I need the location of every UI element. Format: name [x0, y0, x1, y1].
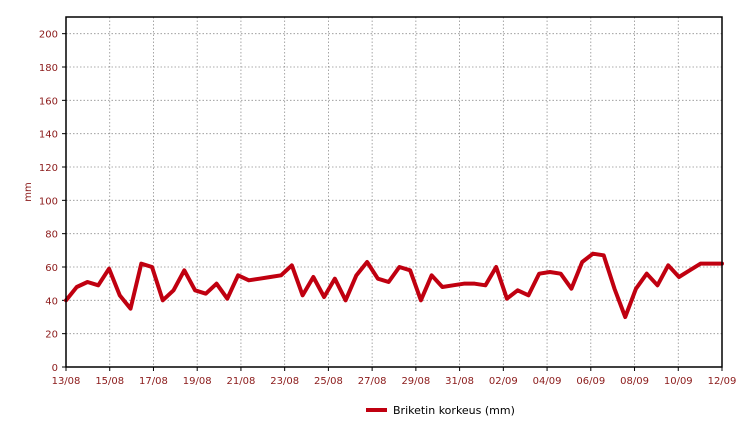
x-tick-label: 27/08 — [358, 376, 387, 387]
y-tick-label: 100 — [39, 196, 58, 207]
x-tick-label: 12/09 — [708, 376, 737, 387]
x-tick-label: 23/08 — [270, 376, 299, 387]
x-tick-label: 21/08 — [227, 376, 256, 387]
x-tick-label: 15/08 — [95, 376, 124, 387]
x-tick-label: 29/08 — [401, 376, 430, 387]
y-tick-label: 80 — [45, 230, 58, 241]
y-tick-label: 20 — [45, 330, 58, 341]
y-tick-label: 160 — [39, 96, 58, 107]
x-tick-label: 10/09 — [664, 376, 693, 387]
x-tick-label: 08/09 — [620, 376, 649, 387]
x-tick-label: 04/09 — [533, 376, 562, 387]
x-tick-label: 02/09 — [489, 376, 518, 387]
y-tick-label: 120 — [39, 163, 58, 174]
x-tick-label: 06/09 — [576, 376, 605, 387]
y-tick-label: 200 — [39, 30, 58, 41]
x-tick-label: 19/08 — [183, 376, 212, 387]
y-axis-label: mm — [23, 182, 34, 201]
y-tick-label: 0 — [52, 363, 58, 374]
y-tick-label: 40 — [45, 296, 58, 307]
x-tick-label: 25/08 — [314, 376, 343, 387]
x-tick-label: 31/08 — [445, 376, 474, 387]
legend-label: Briketin korkeus (mm) — [393, 404, 515, 417]
y-tick-label: 180 — [39, 63, 58, 74]
y-tick-label: 60 — [45, 263, 58, 274]
y-tick-label: 140 — [39, 130, 58, 141]
x-tick-label: 13/08 — [52, 376, 81, 387]
x-tick-label: 17/08 — [139, 376, 168, 387]
